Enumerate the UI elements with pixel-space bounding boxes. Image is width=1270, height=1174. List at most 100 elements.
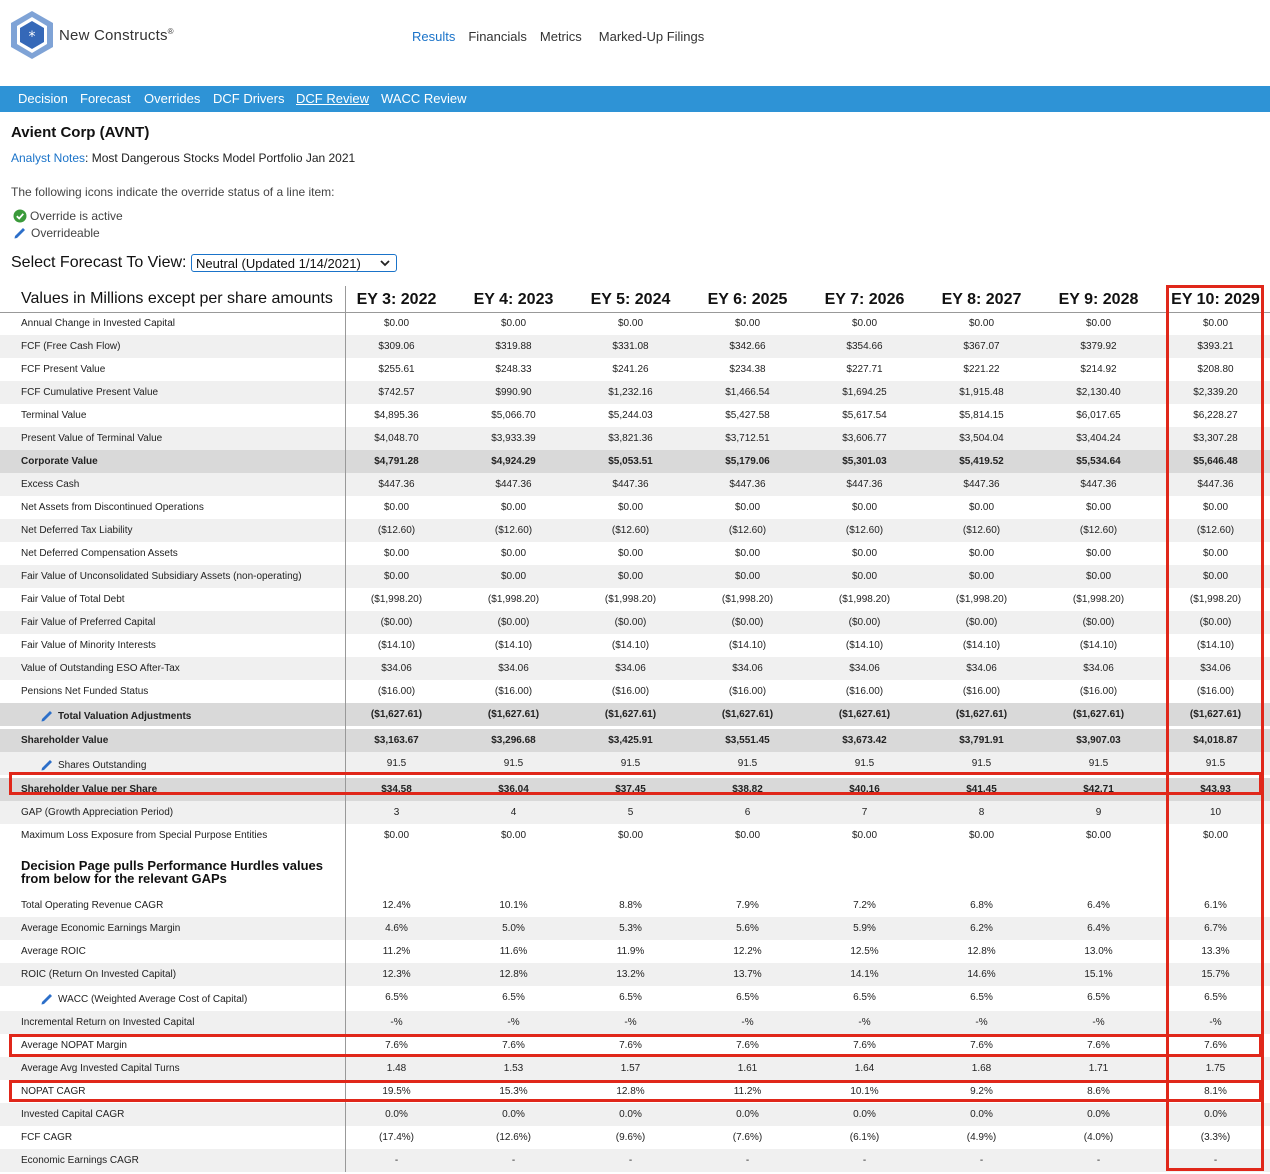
cell-value: $255.61	[378, 364, 415, 375]
table-row: Excess Cash $447.36 $447.36 $447.36 $447.36 $…	[0, 473, 1270, 496]
cell-value: $1,915.48	[959, 387, 1004, 398]
cell-value: $5,427.58	[725, 410, 770, 421]
cell-value: 7.6%	[853, 1040, 876, 1051]
top-bar: * New Constructs® Results Financials Met…	[0, 0, 1270, 86]
cell-value: $34.06	[966, 663, 997, 674]
legend-override-active: Override is active	[13, 209, 123, 223]
cell-value: -%	[1092, 1017, 1105, 1028]
cell-value: $34.06	[849, 663, 880, 674]
cell-value: 6.5%	[619, 992, 642, 1003]
pencil-icon[interactable]	[40, 758, 54, 772]
brand-name[interactable]: New Constructs®	[59, 27, 174, 44]
year-header: EY 7: 2026	[824, 291, 905, 308]
cell-value: 6.5%	[385, 992, 408, 1003]
cell-value: $214.92	[1080, 364, 1117, 375]
subnav-dcf-drivers[interactable]: DCF Drivers	[213, 91, 285, 106]
cell-value: 5.3%	[619, 923, 642, 934]
table-row: FCF (Free Cash Flow) $309.06 $319.88 $331.0…	[0, 335, 1270, 358]
cell-value: 5	[627, 807, 634, 818]
cell-value: $0.00	[851, 318, 878, 329]
cell-value: ($14.10)	[611, 640, 650, 651]
cell-value: $3,425.91	[608, 735, 653, 746]
cell-value: 13.0%	[1084, 946, 1113, 957]
cell-value: 0.0%	[736, 1109, 759, 1120]
cell-value: -	[862, 1155, 867, 1166]
cell-value: 6.5%	[502, 992, 525, 1003]
table-row: Economic Earnings CAGR - - - - - - - -	[0, 1149, 1270, 1172]
cell-value: 6.5%	[1204, 992, 1227, 1003]
cell-value: 6.2%	[970, 923, 993, 934]
cell-value: -%	[1209, 1017, 1222, 1028]
cell-value: (7.6%)	[732, 1132, 763, 1143]
table-row: GAP (Growth Appreciation Period) 3 4 5 6 7 8 9 1…	[0, 801, 1270, 824]
cell-value: $40.16	[849, 784, 880, 795]
chevron-down-icon	[380, 260, 390, 267]
table-row: Terminal Value $4,895.36 $5,066.70 $5,244.0…	[0, 404, 1270, 427]
row-label: Fair Value of Preferred Capital	[21, 617, 156, 628]
cell-value: -	[628, 1155, 633, 1166]
cell-value: $0.00	[500, 502, 527, 513]
cell-value: ($0.00)	[614, 617, 647, 628]
legend-overrideable: Overrideable	[13, 226, 100, 240]
cell-value: $5,419.52	[959, 456, 1004, 467]
cell-value: 12.8%	[616, 1086, 645, 1097]
table-header-label: Values in Millions except per share amou…	[21, 290, 333, 307]
table-row: Average Economic Earnings Margin 4.6% 5.0%…	[0, 917, 1270, 940]
year-header: EY 6: 2025	[707, 291, 788, 308]
nav-metrics[interactable]: Metrics	[539, 29, 582, 44]
cell-value: $3,404.24	[1076, 433, 1121, 444]
nav-marked-up-filings[interactable]: Marked-Up Filings	[598, 29, 705, 44]
cell-value: $0.00	[734, 502, 761, 513]
cell-value: $3,673.42	[842, 735, 887, 746]
cell-value: ($16.00)	[728, 686, 767, 697]
cell-value: $221.22	[963, 364, 1000, 375]
cell-value: ($0.00)	[1199, 617, 1232, 628]
nav-results[interactable]: Results	[412, 29, 456, 44]
cell-value: ($1,627.61)	[487, 709, 540, 720]
forecast-select[interactable]: Neutral (Updated 1/14/2021)	[191, 254, 397, 272]
pencil-icon[interactable]	[40, 992, 54, 1006]
cell-value: $367.07	[963, 341, 1000, 352]
table-row: Average Avg Invested Capital Turns 1.48 1.…	[0, 1057, 1270, 1080]
subnav-forecast[interactable]: Forecast	[80, 91, 131, 106]
cell-value: ($16.00)	[1196, 686, 1235, 697]
cell-value: $309.06	[378, 341, 415, 352]
cell-value: $5,179.06	[725, 456, 770, 467]
row-label: Corporate Value	[21, 456, 98, 467]
highlight-box-shareholder-value-per-share	[9, 772, 1262, 795]
row-label: Fair Value of Unconsolidated Subsidiary …	[21, 571, 302, 582]
cell-value: 6.8%	[970, 900, 993, 911]
cell-value: 5.9%	[853, 923, 876, 934]
cell-value: $4,048.70	[374, 433, 419, 444]
table-row: Fair Value of Minority Interests ($14.10)…	[0, 634, 1270, 657]
nav-financials[interactable]: Financials	[468, 29, 527, 44]
cell-value: 13.7%	[733, 969, 762, 980]
subnav-dcf-review[interactable]: DCF Review	[296, 91, 369, 106]
cell-value: $5,646.48	[1193, 456, 1238, 467]
subnav-wacc-review[interactable]: WACC Review	[381, 91, 467, 106]
cell-value: 11.2%	[382, 946, 411, 957]
analyst-notes-link[interactable]: Analyst Notes	[11, 151, 86, 165]
row-label: Net Deferred Compensation Assets	[21, 548, 178, 559]
year-header: EY 9: 2028	[1058, 291, 1139, 308]
cell-value: $5,814.15	[959, 410, 1004, 421]
analyst-notes: Analyst Notes: Most Dangerous Stocks Mod…	[11, 151, 356, 165]
cell-value: $0.00	[383, 548, 410, 559]
highlight-box-nopat-cagr	[9, 1080, 1262, 1102]
cell-value: 6.5%	[736, 992, 759, 1003]
cell-value: 7.6%	[1204, 1040, 1227, 1051]
table-row: Incremental Return on Invested Capital -%…	[0, 1011, 1270, 1034]
table-row: Value of Outstanding ESO After-Tax $34.06…	[0, 657, 1270, 680]
subnav-overrides[interactable]: Overrides	[144, 91, 201, 106]
cell-value: 0.0%	[502, 1109, 525, 1120]
cell-value: $0.00	[383, 830, 410, 841]
cell-value: 7.2%	[853, 900, 876, 911]
cell-value: $354.66	[846, 341, 883, 352]
subnav-decision[interactable]: Decision	[18, 91, 68, 106]
pencil-icon[interactable]	[40, 709, 54, 723]
cell-value: $0.00	[968, 318, 995, 329]
cell-value: 7	[861, 807, 868, 818]
row-label: Excess Cash	[21, 479, 80, 490]
logo-icon[interactable]: *	[10, 10, 54, 60]
cell-value: (9.6%)	[615, 1132, 646, 1143]
